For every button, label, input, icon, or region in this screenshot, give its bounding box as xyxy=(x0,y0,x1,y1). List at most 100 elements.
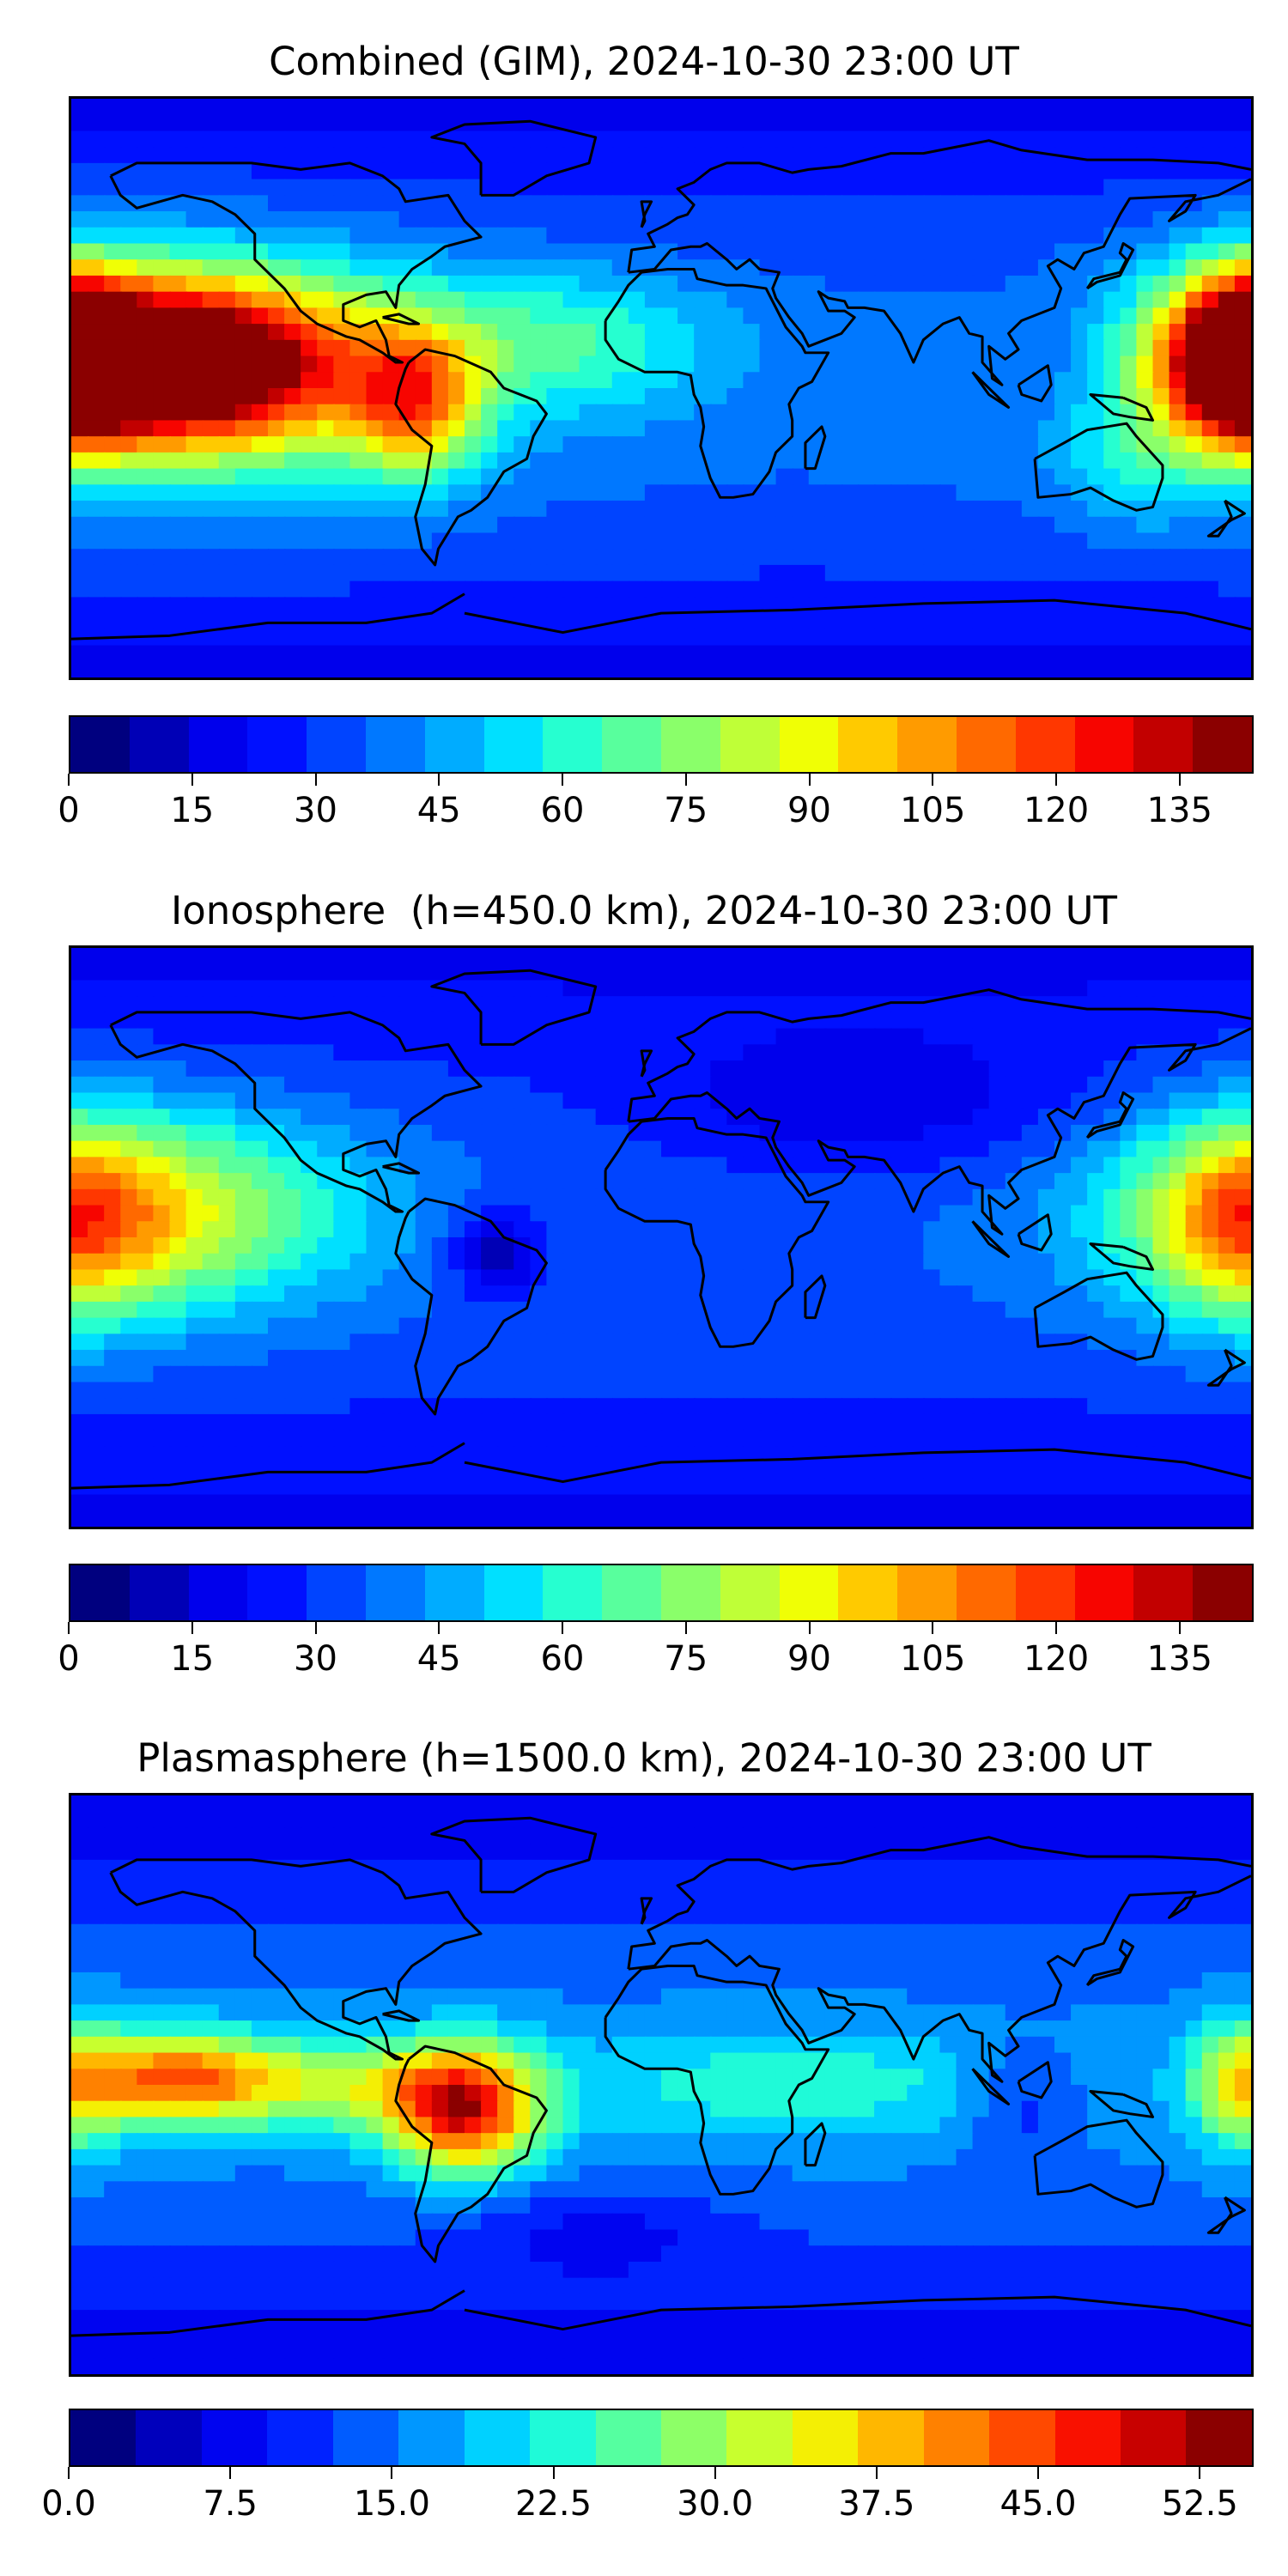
heatmap-cell xyxy=(497,147,515,165)
colorbar-tick-mark xyxy=(684,774,687,786)
heatmap-cell xyxy=(1136,1365,1155,1383)
heatmap-cell xyxy=(1218,597,1236,615)
heatmap-cell xyxy=(972,564,991,583)
heatmap-cell xyxy=(1071,1430,1089,1448)
heatmap-cell xyxy=(595,436,614,454)
heatmap-cell xyxy=(759,1188,778,1207)
heatmap-cell xyxy=(661,1157,679,1175)
heatmap-cell xyxy=(1136,131,1155,149)
heatmap-cell xyxy=(579,948,598,966)
heatmap-cell xyxy=(415,1334,434,1352)
heatmap-cell xyxy=(939,404,958,422)
heatmap-cell xyxy=(447,243,466,261)
heatmap-cell xyxy=(317,114,335,132)
heatmap-cell xyxy=(890,275,908,294)
heatmap-cell xyxy=(317,1221,335,1239)
heatmap-cell xyxy=(382,162,401,181)
heatmap-cell xyxy=(611,980,630,998)
heatmap-cell xyxy=(284,1430,302,1448)
heatmap-cell xyxy=(644,1237,663,1255)
heatmap-cell xyxy=(726,1076,744,1094)
heatmap-cell xyxy=(1136,484,1155,502)
heatmap-cell xyxy=(349,243,368,261)
heatmap-cell xyxy=(1185,211,1204,229)
heatmap-cell xyxy=(611,147,630,165)
heatmap-cell xyxy=(808,1221,827,1239)
heatmap-cell xyxy=(120,1398,138,1416)
heatmap-cell xyxy=(301,549,319,567)
heatmap-cell xyxy=(218,468,237,486)
heatmap-cell xyxy=(972,1205,991,1223)
heatmap-cell xyxy=(234,1173,253,1191)
heatmap-cell xyxy=(301,1205,319,1223)
heatmap-cell xyxy=(513,114,532,132)
heatmap-cell xyxy=(1103,996,1121,1014)
heatmap-cell xyxy=(988,1365,1007,1383)
heatmap-cell xyxy=(759,1398,778,1416)
heatmap-cell xyxy=(644,1317,663,1335)
heatmap-cell xyxy=(1071,355,1089,374)
heatmap-cell xyxy=(301,1109,319,1127)
heatmap-cell xyxy=(234,1188,253,1207)
heatmap-cell xyxy=(972,1398,991,1416)
heatmap-cell xyxy=(1087,1301,1105,1320)
heatmap-cell xyxy=(694,147,712,165)
heatmap-cell xyxy=(530,1285,548,1303)
heatmap-cell xyxy=(317,355,335,374)
heatmap-cell xyxy=(88,1157,106,1175)
heatmap-cell xyxy=(234,339,253,358)
heatmap-cell xyxy=(890,1221,908,1239)
heatmap-cell xyxy=(595,661,614,677)
heatmap-cell xyxy=(611,162,630,181)
heatmap-cell xyxy=(1071,580,1089,598)
heatmap-cell xyxy=(333,1237,351,1255)
heatmap-cell xyxy=(120,339,138,358)
heatmap-cell xyxy=(465,131,483,149)
heatmap-cell xyxy=(137,388,155,406)
heatmap-cell xyxy=(530,259,548,277)
heatmap-cell xyxy=(759,420,778,438)
heatmap-cell xyxy=(595,1044,614,1062)
heatmap-cell xyxy=(611,1109,630,1127)
heatmap-cell xyxy=(972,162,991,181)
heatmap-cell xyxy=(530,484,548,502)
heatmap-cell xyxy=(611,1301,630,1320)
heatmap-cell xyxy=(497,452,515,471)
heatmap-cell xyxy=(628,1413,647,1432)
heatmap-cell xyxy=(415,963,434,981)
heatmap-cell xyxy=(743,1173,762,1191)
heatmap-cell xyxy=(431,420,450,438)
heatmap-cell xyxy=(481,195,499,213)
heatmap-cell xyxy=(284,275,302,294)
heatmap-cell xyxy=(497,1269,515,1287)
heatmap-cell xyxy=(234,1350,253,1368)
heatmap-cell xyxy=(333,275,351,294)
heatmap-cell xyxy=(497,1188,515,1207)
heatmap-cell xyxy=(415,147,434,165)
heatmap-cell xyxy=(1103,1413,1121,1432)
colorbar-segment xyxy=(70,717,130,772)
heatmap-cell xyxy=(611,1060,630,1078)
heatmap-cell xyxy=(988,452,1007,471)
heatmap-cell xyxy=(858,1413,876,1432)
heatmap-cell xyxy=(1169,661,1188,677)
heatmap-cell xyxy=(858,1044,876,1062)
heatmap-cell xyxy=(497,501,515,519)
coastline xyxy=(640,200,653,228)
heatmap-cell xyxy=(1054,580,1072,598)
heatmap-cell xyxy=(1136,1221,1155,1239)
heatmap-cell xyxy=(759,339,778,358)
heatmap-cell xyxy=(251,291,270,309)
heatmap-cell xyxy=(694,1253,712,1271)
heatmap-cell xyxy=(1103,532,1121,550)
heatmap-cell xyxy=(972,1269,991,1287)
heatmap-cell xyxy=(202,980,221,998)
heatmap-cell xyxy=(1071,1221,1089,1239)
heatmap-cell xyxy=(595,1124,614,1143)
heatmap-cell xyxy=(333,629,351,647)
heatmap-cell xyxy=(644,372,663,390)
heatmap-cell xyxy=(447,532,466,550)
heatmap-cell xyxy=(546,355,565,374)
heatmap-cell xyxy=(956,275,975,294)
heatmap-cell xyxy=(562,1430,581,1448)
